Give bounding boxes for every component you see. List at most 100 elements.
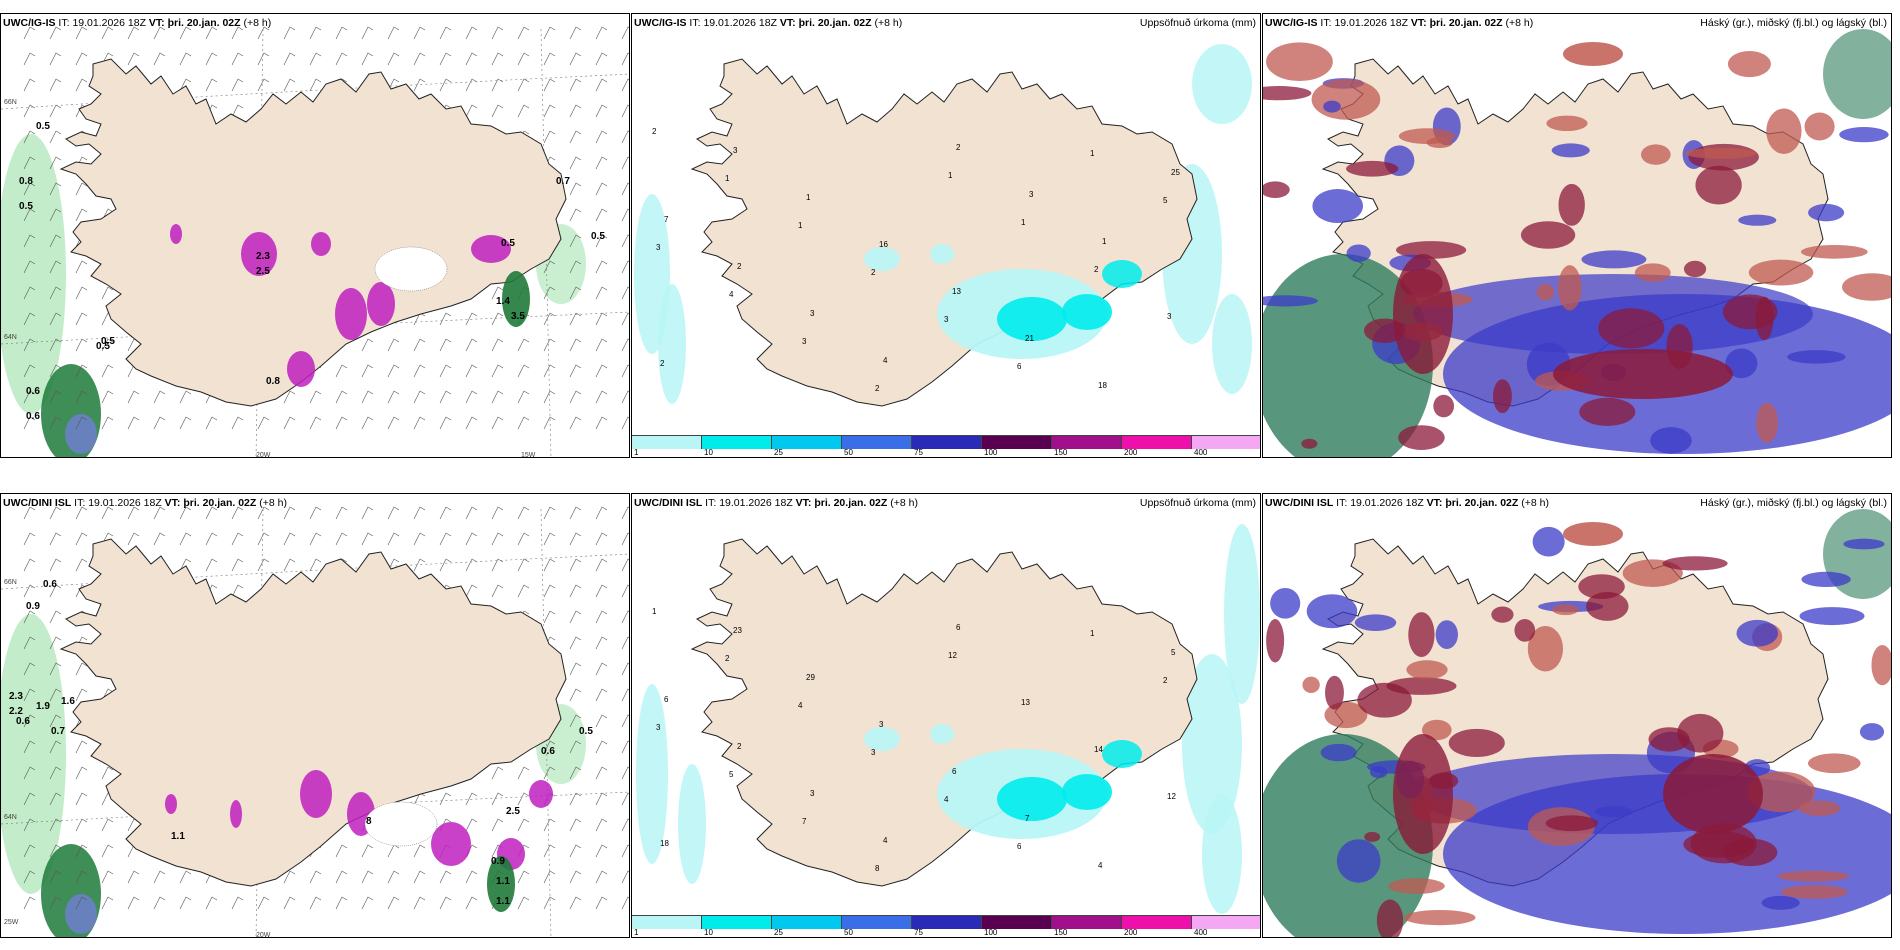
cloud-patch	[1311, 79, 1381, 120]
cloud-patch	[1312, 189, 1363, 224]
cloud-patch	[1558, 265, 1582, 311]
panel-header: UWC/DINI ISL IT: 19.01.2026 18Z VT: þri.…	[3, 497, 287, 509]
it-label: IT:	[1336, 497, 1348, 509]
snow-area	[529, 780, 553, 808]
precip-value-label: 13	[952, 287, 961, 296]
colorbar-label: 100	[984, 928, 998, 937]
cloud-patch	[1408, 612, 1435, 658]
cloud-patch	[1323, 100, 1341, 113]
mid-cloud	[1553, 349, 1733, 399]
cloud-patch	[1491, 606, 1514, 623]
colorbar-label: 75	[914, 448, 923, 457]
wind-value-label: 0.9	[491, 856, 505, 867]
precip-value-label: 13	[1021, 698, 1030, 707]
panel-header: UWC/DINI ISL IT: 19.01.2026 18Z VT: þri.…	[634, 497, 918, 509]
wind-value-label: 0.6	[541, 746, 555, 757]
colorbar-label: 10	[704, 448, 713, 457]
colorbar-label: 25	[774, 928, 783, 937]
precip-area	[1062, 294, 1112, 330]
precip-value-label: 2	[737, 742, 742, 751]
precip-value-label: 2	[737, 262, 742, 271]
panel-cloud-ig-is: UWC/IG-IS IT: 19.01.2026 18Z VT: þri. 20…	[1262, 13, 1892, 458]
cloud-patch	[1563, 42, 1623, 66]
lead-time: (+8 h)	[259, 497, 287, 509]
vt-value: þri. 20.jan. 02Z	[798, 17, 872, 29]
precip-value-label: 4	[944, 795, 949, 804]
vt-label: VT:	[795, 497, 812, 509]
precip-area	[930, 244, 954, 264]
vt-label: VT:	[164, 497, 181, 509]
colorbar-segment	[1122, 915, 1192, 929]
colorbar-segment	[912, 435, 982, 449]
precip-value-label: 2	[1163, 676, 1168, 685]
precip-area	[864, 247, 900, 271]
colorbar-segment	[1052, 435, 1122, 449]
it-label: IT:	[74, 497, 86, 509]
cloud-patch	[1662, 556, 1728, 571]
colorbar-segment	[772, 915, 842, 929]
colorbar-label: 150	[1054, 448, 1068, 457]
panel-wind-dini-isl: 20W 25W 66N 64N 0.6 0.9 2.3 2.2 1.9 1.6 0.7 0.6 0.5 0…	[0, 493, 630, 938]
model-name: UWC/IG-IS	[3, 17, 56, 29]
colorbar-label: 25	[774, 448, 783, 457]
precip-value-label: 18	[1098, 381, 1107, 390]
cloud-patch	[1536, 283, 1555, 301]
precip-value-label: 3	[656, 723, 661, 732]
snow-area	[230, 800, 242, 828]
cloud-patch	[1777, 870, 1849, 882]
snow-area	[165, 794, 177, 814]
colorbar-segment	[982, 915, 1052, 929]
cloud-patch	[1493, 379, 1512, 414]
it-value: 19.01.2026 18Z	[719, 497, 793, 509]
heavy-precip-area	[65, 414, 97, 454]
panel-header: UWC/IG-IS IT: 19.01.2026 18Z VT: þri. 20…	[634, 17, 902, 29]
vt-label: VT:	[779, 17, 796, 29]
wind-value-label: 1.9	[36, 701, 50, 712]
precip-streak	[658, 284, 686, 404]
cloud-patch	[1748, 259, 1814, 286]
precip-value-label: 5	[1171, 648, 1176, 657]
precip-streak	[1224, 524, 1260, 704]
heavy-precip-area	[487, 856, 515, 912]
colorbar-segment	[772, 435, 842, 449]
cloud-patch	[1807, 753, 1861, 774]
wind-value-label: 1.4	[496, 296, 510, 307]
colorbar-label: 1	[634, 928, 639, 937]
lat-label: 64N	[4, 334, 17, 341]
vt-value: þri. 20.jan. 02Z	[183, 497, 257, 509]
cloud-patch	[1403, 909, 1476, 926]
cloud-patch	[1722, 294, 1778, 330]
wind-value-label: 0.6	[43, 579, 57, 590]
precip-value-label: 6	[1017, 362, 1022, 371]
wind-value-label: 2.2	[9, 706, 23, 717]
cloud-patch	[1448, 728, 1505, 758]
cloud-patch	[1685, 147, 1757, 159]
it-value: 19.01.2026 18Z	[1350, 497, 1424, 509]
snow-area	[287, 351, 315, 387]
cloud-patch	[1398, 425, 1445, 450]
colorbar-segment	[1052, 915, 1122, 929]
vt-value: þri. 20.jan. 02Z	[1445, 497, 1519, 509]
precip-value-label: 2	[871, 268, 876, 277]
precip-value-label: 21	[1025, 334, 1034, 343]
precip-value-label: 7	[802, 817, 807, 826]
precip-value-label: 7	[1025, 814, 1030, 823]
precip-value-label: 18	[660, 839, 669, 848]
cloud-patch	[1336, 839, 1381, 883]
wind-map: 20W 15W 66N 64N 0.5 0.8 0.5 0.6 0.6 0.5 0.7 0.5 2.3 2…	[1, 26, 629, 457]
panel-cloud-dini-isl: UWC/DINI ISL IT: 19.01.2026 18Z VT: þri.…	[1262, 493, 1892, 938]
precip-value-label: 8	[875, 864, 880, 873]
cloud-patch	[1266, 42, 1333, 82]
cloud-patch	[1388, 878, 1445, 894]
cloud-patch	[1266, 618, 1285, 663]
lon-label: 20W	[256, 932, 271, 938]
colorbar-label: 200	[1124, 448, 1138, 457]
precip-area	[1102, 260, 1142, 288]
it-label: IT:	[58, 17, 70, 29]
colorbar-segment	[842, 915, 912, 929]
wind-value-label: 0.5	[579, 726, 593, 737]
cloud-patch	[1859, 723, 1885, 741]
precip-value-label: 3	[944, 315, 949, 324]
colorbar-label: 50	[844, 448, 853, 457]
precip-value-label: 1	[806, 193, 811, 202]
